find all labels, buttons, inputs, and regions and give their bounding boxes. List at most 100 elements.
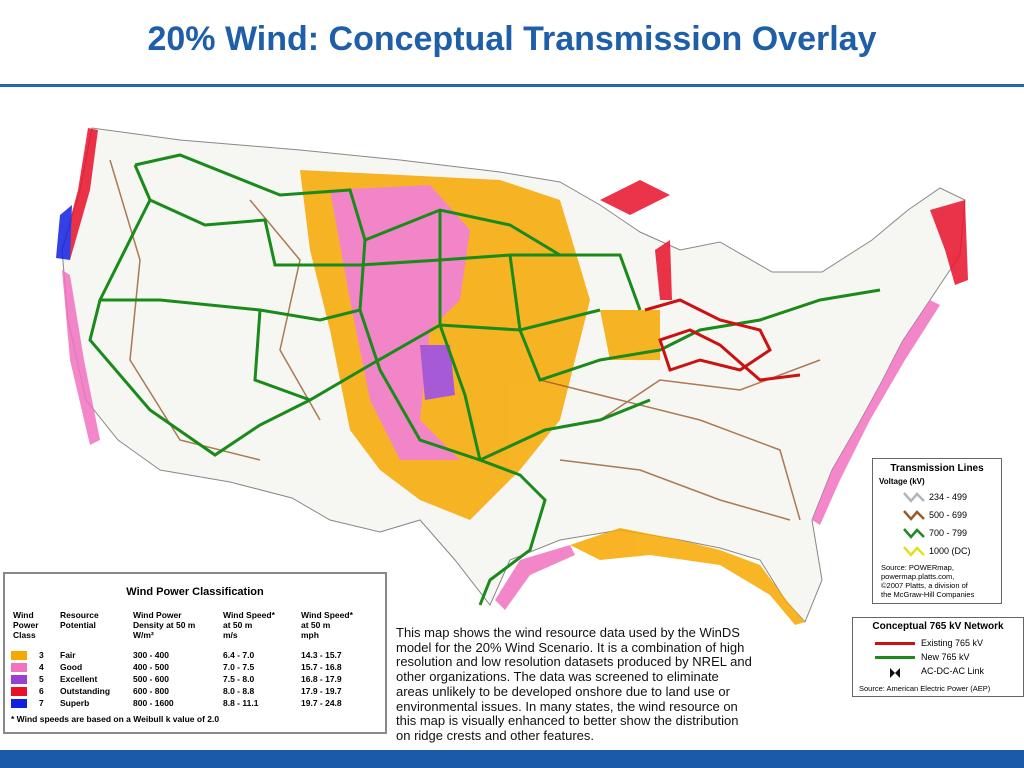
existing-lines [109, 159, 821, 521]
green-line [149, 198, 570, 267]
table-header: Power [13, 620, 39, 630]
coast-wind [570, 528, 805, 625]
legend-label: 700 - 799 [929, 528, 968, 538]
brown-line [109, 159, 261, 461]
table-header: Class [13, 630, 36, 640]
line-swatch [875, 642, 915, 645]
wind-areas [56, 128, 968, 625]
coast-wind [62, 270, 100, 445]
wind-table: Wind Power Classification Wind Power Class… [3, 572, 387, 734]
table-header: mph [301, 630, 319, 640]
table-header: Resource [60, 610, 99, 620]
table-title: Wind Power Classification [126, 586, 264, 598]
brown-line [539, 379, 801, 521]
legend-label: Existing 765 kV [921, 638, 984, 648]
description-line: model for the 20% Wind Scenario. It is a… [396, 639, 745, 655]
legend-label: 234 - 499 [929, 492, 968, 502]
class-swatch [11, 663, 27, 672]
table-cell: Fair [60, 650, 76, 660]
title-rule [0, 84, 1024, 87]
table-header: Density at 50 m [133, 620, 196, 630]
table-cell: 7 [39, 698, 44, 708]
line-swatch [903, 509, 925, 521]
legend-subtitle: Voltage (kV) [879, 477, 925, 486]
class-swatch [11, 699, 27, 708]
table-cell: 500 - 600 [133, 674, 169, 684]
table-cell: 7.0 - 7.5 [223, 662, 255, 672]
wind-area [420, 345, 455, 400]
table-cell: 400 - 500 [133, 662, 169, 672]
coast-wind [812, 300, 940, 525]
network-legend: Conceptual 765 kV Network Existing 765 k… [852, 617, 1024, 697]
table-cell: 14.3 - 15.7 [301, 650, 342, 660]
table-cell: 7.5 - 8.0 [223, 674, 255, 684]
wind-area [600, 310, 660, 360]
brown-line [559, 459, 791, 521]
table-footnote: * Wind speeds are based on a Weibull k v… [11, 714, 220, 724]
table-cell: 3 [39, 650, 44, 660]
class-swatch [11, 651, 27, 660]
coast-wind [655, 240, 672, 300]
description-line: other organizations. The data was screen… [396, 669, 719, 685]
new-765kv [88, 153, 881, 606]
green-line [88, 164, 601, 457]
line-swatch [903, 527, 925, 539]
source-line: the McGraw-Hill Companies [881, 590, 975, 599]
legend-label: 1000 (DC) [929, 546, 971, 556]
line-swatch [903, 545, 925, 557]
legend-source: Source: American Electric Power (AEP) [859, 684, 991, 693]
brown-line [249, 199, 321, 421]
line-swatch [875, 656, 915, 659]
legend-title: Transmission Lines [890, 463, 984, 474]
description-line: on ridge crests and other features. [396, 727, 595, 743]
legend-title: Conceptual 765 kV Network [872, 621, 1004, 632]
class-swatch [11, 675, 27, 684]
coast-wind [56, 205, 72, 260]
table-cell: 8.8 - 11.1 [223, 698, 259, 708]
brown-line [599, 359, 821, 421]
legend-label: 500 - 699 [929, 510, 968, 520]
coast-wind [495, 545, 575, 610]
source-line: powermap.platts.com, [881, 572, 955, 581]
table-header: W/m² [133, 630, 154, 640]
table-cell: 8.0 - 8.8 [223, 686, 255, 696]
description-line: This map shows the wind resource data us… [396, 625, 740, 640]
green-line [358, 239, 651, 462]
transmission-legend: Transmission Lines Voltage (kV) 234 - 49… [872, 458, 1002, 604]
line-swatch [875, 668, 915, 678]
description-line: areas unlikely to be developed onshore d… [396, 683, 730, 699]
table-cell: 6 [39, 686, 44, 696]
table-cell: 600 - 800 [133, 686, 169, 696]
table-header: Wind Speed* [301, 610, 353, 620]
source-line: ©2007 Platts, a division of [881, 581, 968, 590]
coast-wind [930, 200, 968, 285]
description-line: this map is visually enhanced to better … [396, 713, 739, 729]
table-header: m/s [223, 630, 238, 640]
table-header: Potential [60, 620, 96, 630]
table-header: Wind Speed* [223, 610, 275, 620]
class-swatch [11, 687, 27, 696]
green-line [438, 210, 547, 606]
table-header: Wind Power [133, 610, 182, 620]
table-cell: 19.7 - 24.8 [301, 698, 342, 708]
existing-765kv [644, 298, 801, 382]
legend-label: AC-DC-AC Link [921, 666, 985, 676]
table-cell: 5 [39, 674, 44, 684]
table-cell: 300 - 400 [133, 650, 169, 660]
table-cell: 16.8 - 17.9 [301, 674, 342, 684]
legend-label: New 765 kV [921, 652, 970, 662]
green-line [508, 254, 881, 382]
source-line: Source: POWERmap, [881, 563, 954, 572]
description-line: resolution and low resolution datasets p… [396, 654, 752, 670]
green-line [253, 309, 311, 402]
table-cell: 800 - 1600 [133, 698, 174, 708]
table-header: Wind [13, 610, 34, 620]
table-cell: 4 [39, 662, 44, 672]
description-line: environmental issues. In many states, th… [396, 698, 738, 714]
table-header: at 50 m [223, 620, 253, 630]
table-cell: 6.4 - 7.0 [223, 650, 255, 660]
red-line [644, 298, 801, 382]
table-cell: Superb [60, 698, 90, 708]
